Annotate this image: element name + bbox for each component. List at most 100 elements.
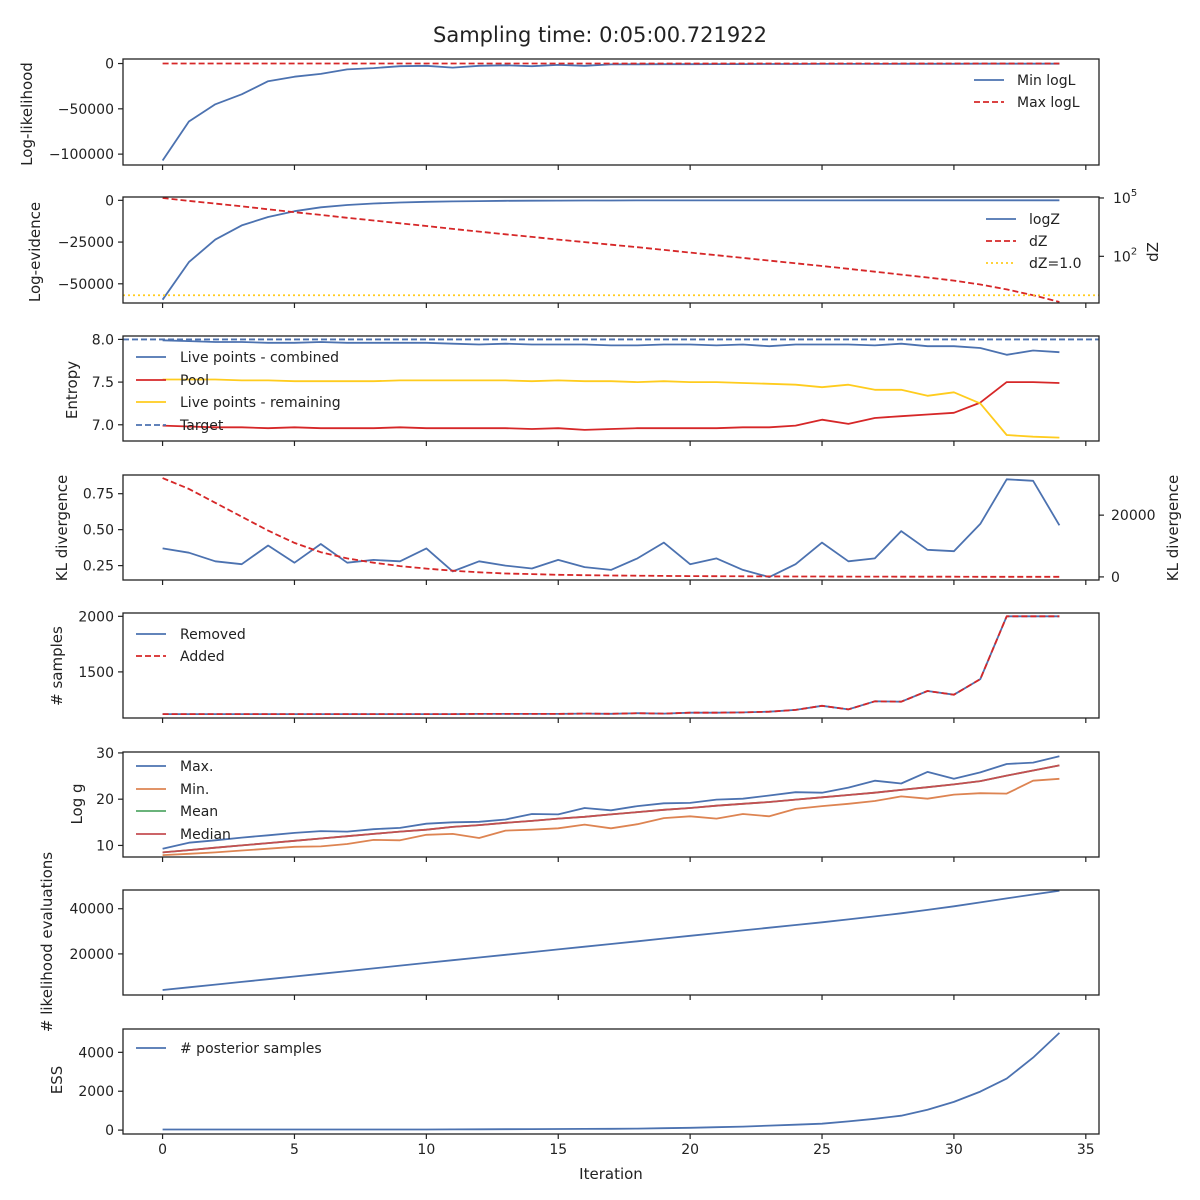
series-group-ess [162,1032,1061,1131]
legend-ess: # posterior samples [136,1041,322,1057]
y-tick-label-kl: 0.50 [83,523,114,539]
ylabel-samples: # samples [48,626,66,706]
plot-area-entropy: 8.0 7.5 7.0 [92,332,1100,446]
x-tick-label: 25 [813,1142,831,1158]
y2-tick-label-logevidence: 105 [1113,188,1137,207]
plot-area-ess: 4000 2000 0 0 5 10 15 20 25 30 35 [78,1028,1100,1158]
legend-label-removed: Removed [180,627,246,643]
x-tick-label: 20 [681,1142,699,1158]
axes-frame-ess [122,1028,1100,1135]
ylabel-entropy: Entropy [63,361,81,419]
series-logg-median [162,764,1060,854]
series-group-kl [162,477,1061,578]
series-kl-kl-divergence-left [162,478,1061,578]
y-tick-label-samples: 2000 [78,609,114,625]
legend-label-max-logl: Max logL [1017,95,1080,111]
x-tick-label: 35 [1077,1142,1095,1158]
y-tick-label-logg: 10 [96,838,114,854]
series-kl-kl-divergence-right [162,477,1060,578]
panel-log-g: Log g Max. Min. Mean Median [68,759,231,843]
y-tick-label-logevidence: 0 [105,193,114,209]
series-logevidence-dz [162,197,1060,303]
series-entropy-live-points-combined [162,339,1060,356]
x-tick-label: 10 [417,1142,435,1158]
axes-frame-likelihood_evals [122,889,1100,996]
legend-label-dz: dZ [1029,234,1047,250]
legend-logevidence: logZ dZ dZ=1.0 [986,212,1081,272]
legend-label-posterior-samples: # posterior samples [180,1041,322,1057]
legend-samples: Removed Added [136,627,246,665]
ylabel-likelihood-evals: # likelihood evaluations [38,852,56,1032]
legend-label-median: Median [180,827,231,843]
ylabel-loglikelihood: Log-likelihood [18,62,36,166]
ylabel-logg: Log g [68,783,86,824]
legend-label-max: Max. [180,759,213,775]
legend-label-logz: logZ [1029,212,1060,228]
y-tick-label-entropy: 7.0 [92,418,114,434]
panel-kl-divergence: KL divergence KL divergence [53,475,1182,581]
y2-tick-exponent: 5 [1131,188,1137,199]
y-tick-label-loglikelihood: 0 [105,57,114,73]
legend-logg: Max. Min. Mean Median [136,759,231,843]
panel-logevidence: Log-evidence dZ logZ dZ dZ=1.0 [26,202,1162,302]
legend-label-pool: Pool [180,373,209,389]
legend-entropy: Live points - combined Pool Live points … [136,350,341,434]
axes-frame-logg [122,751,1100,858]
y-tick-label-kl: 0.25 [83,559,114,575]
y-tick-label-loglikelihood: −50000 [58,102,114,118]
y2-tick-label-logevidence: 102 [1113,246,1137,265]
y-tick-label-logg: 20 [96,792,114,808]
y-tick-label-likelihood_evals: 20000 [69,947,114,963]
y2-tick-label-kl: 0 [1111,570,1120,586]
axes-frame-logevidence [122,196,1100,304]
series-logg-min [162,777,1060,856]
series-samples-removed [162,615,1060,715]
legend-label-dz-threshold: dZ=1.0 [1029,256,1081,272]
series-logevidence-logz [161,199,1060,301]
y2-tick-label-kl: 20000 [1111,508,1156,524]
y-tick-label-likelihood_evals: 40000 [69,902,114,918]
legend-label-min: Min. [180,782,209,798]
x-tick-label: 5 [290,1142,299,1158]
series-group-logg [162,755,1060,856]
series-likelihood_evals-likelihood-evaluations [162,890,1060,991]
series-entropy-pool [162,381,1060,431]
panel-likelihood-evaluations: # likelihood evaluations [38,852,56,1032]
y-tick-label-samples: 1500 [78,665,114,681]
ylabel-ess: ESS [48,1066,66,1095]
series-ess-posterior-samples [162,1032,1061,1131]
y-tick-label-kl: 0.75 [83,487,114,503]
legend-label-live-remaining: Live points - remaining [180,395,341,411]
series-entropy-live-points-remaining [162,378,1060,439]
plot-area-samples: 2000 1500 [78,609,1100,723]
panel-entropy: Entropy Live points - combined Pool Live… [63,350,341,434]
legend-label-live-combined: Live points - combined [180,350,339,366]
plot-area-loglikelihood: 0 −50000 −100000 [49,57,1100,170]
axes-frame-kl [122,474,1100,581]
plot-area-logg: 30 20 10 [96,746,1100,862]
x-tick-label: 15 [549,1142,567,1158]
y-tick-label-entropy: 7.5 [92,375,114,391]
x-axis-label: Iteration [579,1165,643,1183]
series-group-entropy [123,338,1099,439]
y-tick-label-logevidence: −50000 [58,277,114,293]
plot-area-likelihood_evals: 40000 20000 [69,889,1100,1000]
series-logg-mean [162,764,1060,854]
y2-tick-exponent: 2 [1131,246,1137,257]
ylabel-logevidence: Log-evidence [26,202,44,302]
y-tick-label-ess: 4000 [78,1045,114,1061]
y-tick-label-logevidence: −25000 [58,235,114,251]
panel-samples: # samples Removed Added [48,626,246,706]
panel-ess: ESS # posterior samples [48,1041,322,1094]
panel-loglikelihood: Log-likelihood Min logL Max logL [18,62,1080,166]
plot-area-kl: 0.75 0.50 0.25 20000 0 [83,474,1156,586]
legend-label-mean: Mean [180,804,218,820]
x-tick-label: 30 [945,1142,963,1158]
series-loglikelihood-min-logl [161,62,1060,162]
legend-loglikelihood: Min logL Max logL [974,73,1080,111]
legend-label-target: Target [179,418,224,434]
series-group-likelihood_evals [162,890,1060,991]
series-logg-max [162,755,1060,850]
axes-frame-entropy [122,335,1100,442]
